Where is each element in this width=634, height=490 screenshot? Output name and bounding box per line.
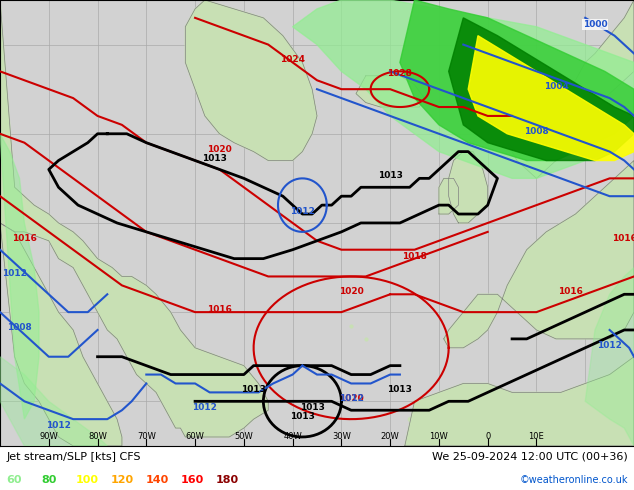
Text: 10E: 10E [529, 433, 545, 441]
Text: 1008: 1008 [524, 127, 549, 136]
Text: 1013: 1013 [387, 386, 412, 394]
Text: 1012: 1012 [597, 341, 622, 350]
Polygon shape [400, 0, 634, 161]
Polygon shape [444, 161, 634, 348]
Text: 1004: 1004 [543, 82, 569, 91]
Text: 1016: 1016 [207, 305, 232, 314]
Text: 1018: 1018 [402, 252, 427, 261]
Text: 1000: 1000 [583, 20, 607, 29]
Text: 1020: 1020 [339, 287, 363, 296]
Text: 1028: 1028 [387, 69, 412, 78]
Text: Jet stream/SLP [kts] CFS: Jet stream/SLP [kts] CFS [6, 452, 141, 462]
Text: 1012: 1012 [2, 270, 27, 278]
Polygon shape [449, 151, 488, 223]
Polygon shape [0, 134, 39, 419]
Polygon shape [404, 357, 634, 446]
Text: 40W: 40W [283, 433, 302, 441]
Text: 50W: 50W [235, 433, 253, 441]
Polygon shape [449, 18, 634, 161]
Text: ©weatheronline.co.uk: ©weatheronline.co.uk [519, 475, 628, 485]
Text: 1013: 1013 [300, 403, 325, 412]
Text: 20W: 20W [381, 433, 399, 441]
Text: 1020: 1020 [339, 394, 363, 403]
Text: 1024: 1024 [280, 55, 305, 64]
Text: 160: 160 [181, 475, 204, 485]
Polygon shape [0, 0, 268, 437]
Polygon shape [439, 178, 458, 214]
Polygon shape [356, 76, 424, 107]
Text: 70W: 70W [137, 433, 156, 441]
Text: 1013: 1013 [202, 153, 227, 163]
Text: 30W: 30W [332, 433, 351, 441]
Text: 1012: 1012 [192, 403, 217, 412]
Text: 80W: 80W [88, 433, 107, 441]
Text: 1012: 1012 [290, 207, 315, 216]
Text: 90W: 90W [39, 433, 58, 441]
Polygon shape [507, 0, 634, 178]
Text: 1016: 1016 [12, 234, 37, 243]
Text: 1016: 1016 [558, 287, 583, 296]
Text: We 25-09-2024 12:00 UTC (00+36): We 25-09-2024 12:00 UTC (00+36) [432, 452, 628, 462]
Text: 1013: 1013 [378, 172, 403, 180]
Text: 1020: 1020 [207, 145, 232, 153]
Text: 80: 80 [41, 475, 56, 485]
Text: 10W: 10W [430, 433, 448, 441]
Polygon shape [0, 223, 122, 446]
Text: 0: 0 [485, 433, 490, 441]
Polygon shape [0, 357, 107, 446]
Text: 1016: 1016 [612, 234, 634, 243]
Text: 60: 60 [6, 475, 22, 485]
Text: 1013: 1013 [290, 412, 315, 421]
Polygon shape [293, 0, 634, 178]
Text: 120: 120 [111, 475, 134, 485]
Text: 180: 180 [216, 475, 238, 485]
Text: 140: 140 [146, 475, 169, 485]
Polygon shape [468, 36, 634, 161]
Polygon shape [185, 0, 317, 161]
Text: 1012: 1012 [46, 421, 71, 430]
Text: 1013: 1013 [241, 386, 266, 394]
Polygon shape [585, 268, 634, 446]
Text: 1008: 1008 [7, 323, 32, 332]
Text: 60W: 60W [186, 433, 205, 441]
Text: 100: 100 [76, 475, 99, 485]
Text: 1012: 1012 [339, 394, 363, 403]
